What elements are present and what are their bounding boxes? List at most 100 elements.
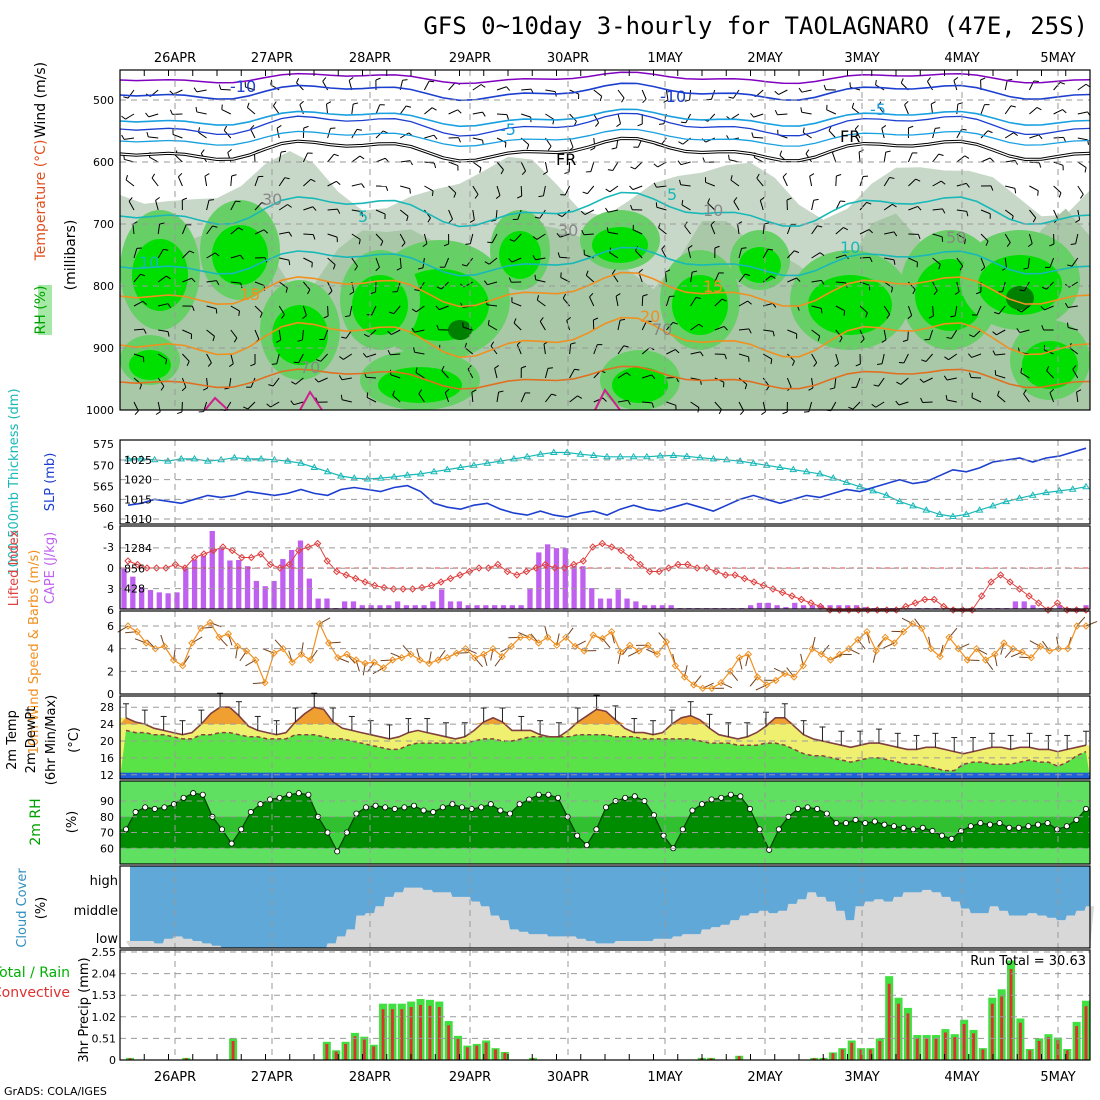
wind-barb (151, 177, 159, 187)
wind-speed-point (525, 633, 534, 642)
cape-tick-label: 856 (124, 562, 145, 575)
wind-barb-feather (382, 130, 388, 134)
wind-barb (884, 231, 895, 235)
wind-barb (448, 209, 453, 220)
wind-barb (472, 209, 475, 220)
date-label-bottom: 1MAY (647, 1070, 682, 1085)
precip-convective-bar (1018, 1022, 1022, 1060)
wind-barb (830, 401, 837, 411)
wind-barb-feather (268, 384, 274, 387)
wind-barb (396, 281, 401, 292)
thickness-point (337, 472, 345, 479)
wind-barb-feather (637, 123, 643, 127)
wind-barb (1067, 327, 1078, 331)
wind-barb-feather (508, 277, 512, 283)
wind-barb (279, 257, 290, 261)
wind-barb (956, 233, 966, 240)
wind-speed-point (1045, 647, 1054, 655)
wind-barb (254, 305, 263, 314)
wind-barb-feather (692, 270, 698, 273)
li-point (1006, 578, 1014, 586)
wind-speed-point (908, 619, 917, 628)
wind-barb (956, 155, 965, 163)
wind-barb-feather (741, 247, 747, 249)
wind-barb (995, 353, 1006, 356)
wind-barb (689, 89, 692, 101)
wind-barb-feather (1084, 167, 1087, 173)
li-point (1015, 585, 1024, 593)
wind-barb-feather (339, 356, 344, 360)
wind-barb (521, 113, 531, 118)
cape-bar (1012, 601, 1019, 609)
wind-barb-feather (491, 219, 497, 222)
wind-barb (371, 305, 377, 316)
wind-barb-feather (341, 336, 347, 339)
precip-convective-bar (381, 1009, 385, 1060)
wind-barb (328, 641, 341, 644)
date-label-bottom: 4MAY (944, 1070, 979, 1085)
precip-convective-bar (953, 1037, 957, 1060)
wind-barb (690, 323, 700, 331)
date-label-bottom: 2MAY (747, 1070, 782, 1085)
rh-point (170, 801, 177, 808)
rh-point (919, 824, 926, 831)
wind-barb-feather (354, 265, 358, 271)
wind-barb (206, 252, 216, 259)
cape-bar (191, 559, 198, 609)
wind-barb-feather (1036, 107, 1042, 111)
thickness-point (1068, 485, 1077, 492)
wind-speed-point (744, 650, 753, 659)
wind-barb-feather (312, 206, 317, 211)
panel-frame (119, 865, 1091, 949)
wind-barb (1021, 305, 1030, 313)
wind-barb-feather (854, 125, 859, 130)
rh-point (987, 821, 994, 828)
rh-contour-magenta (299, 390, 323, 411)
wind-barb (586, 274, 595, 283)
wind-barb-feather (1049, 243, 1055, 247)
wind-barb (149, 156, 159, 163)
wind-barb-feather (315, 359, 321, 362)
rh-point (439, 804, 446, 811)
rh-point (1044, 820, 1051, 827)
wind-barb-feather (182, 197, 188, 201)
wind-barb (327, 233, 338, 238)
li-point (721, 571, 730, 579)
wind-barb (922, 401, 933, 404)
wind-barb-feather (547, 367, 553, 369)
cape-bar (853, 605, 860, 609)
li-point (124, 557, 132, 565)
wind-barb (1029, 185, 1039, 192)
wind-barb-feather (181, 387, 187, 392)
wind-barb-feather (1014, 160, 1019, 165)
wind-barb-feather (465, 243, 471, 245)
wind-speed-point (534, 639, 543, 647)
wind-barb (456, 652, 469, 654)
wind-barb-feather (761, 411, 766, 415)
wind-speed-point (963, 656, 972, 664)
wind-barb (375, 104, 381, 115)
wind-barb (811, 305, 822, 309)
precip-convective-bar (419, 1004, 422, 1060)
wind-barb-feather (616, 123, 621, 128)
thickness-point (403, 471, 412, 478)
wind-barb (1049, 257, 1055, 268)
wind-barb-feather (820, 308, 823, 314)
wind-barb-feather (228, 363, 234, 368)
li-point (133, 560, 142, 569)
wind-barb (365, 376, 377, 379)
wind-speed-point (936, 652, 944, 661)
wind-barb-feather (218, 84, 222, 90)
temp-axis-label: (6hr Min/Max) (44, 695, 59, 785)
li-point (171, 560, 180, 569)
upper-air-axis-label: (millibars) (63, 220, 79, 291)
wind-barb-feather (296, 78, 300, 83)
wind-speed-point (899, 627, 908, 636)
wind-barb (561, 209, 570, 217)
wind-barb-feather (443, 243, 449, 247)
wind-barb-feather (266, 403, 271, 408)
wind-barb (907, 152, 913, 163)
wind-barb-feather (599, 96, 603, 102)
wind-barb-feather (1016, 328, 1021, 333)
wind-barb-feather (338, 375, 343, 380)
